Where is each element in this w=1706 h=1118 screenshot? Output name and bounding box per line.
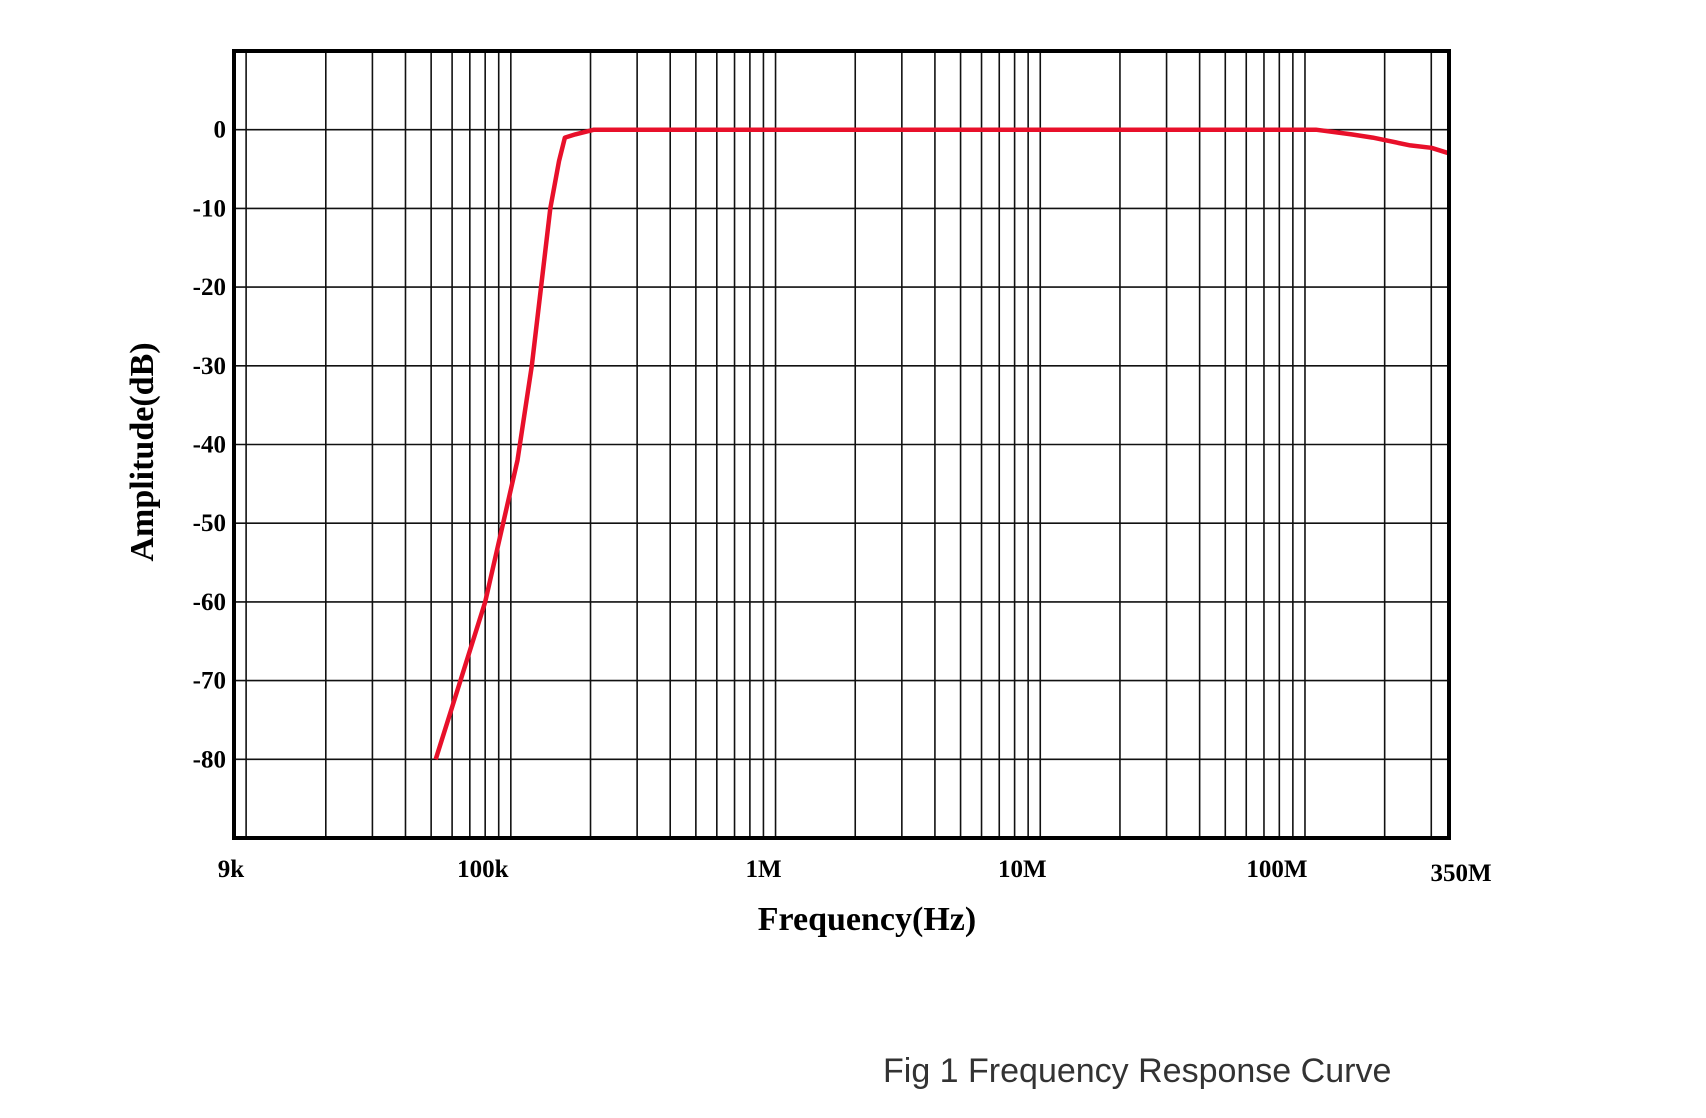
series-line-0	[433, 127, 1450, 760]
y-tick-label: -40	[193, 432, 226, 459]
y-tick-label: -50	[193, 510, 226, 537]
series-group	[433, 127, 1450, 760]
x-tick-label: 1M	[745, 856, 781, 883]
y-tick-label: -20	[193, 274, 226, 301]
y-axis-title: Amplitude(dB)	[124, 342, 161, 561]
x-tick-label: 100k	[457, 856, 509, 883]
grid	[234, 51, 1449, 838]
x-tick-label: 10M	[998, 856, 1047, 883]
x-tick-label: 350M	[1430, 860, 1491, 887]
y-tick-label: 0	[214, 117, 227, 144]
y-tick-label: -60	[193, 589, 226, 616]
x-tick-label: 9k	[218, 856, 245, 883]
x-tick-labels: 9k 100k 1M 10M 100M 350M	[218, 856, 1492, 887]
y-tick-label: -70	[193, 668, 226, 695]
y-tick-label: -30	[193, 353, 226, 380]
y-tick-label: -10	[193, 195, 226, 222]
y-tick-labels: 0 -10 -20 -30 -40 -50 -60 -70 -80	[193, 117, 226, 774]
figure-caption: Fig 1 Frequency Response Curve	[883, 1052, 1392, 1090]
plot-frame	[232, 49, 1451, 840]
x-tick-label: 100M	[1246, 856, 1307, 883]
y-tick-label: -80	[193, 746, 226, 773]
x-axis-title: Frequency(Hz)	[758, 901, 976, 938]
